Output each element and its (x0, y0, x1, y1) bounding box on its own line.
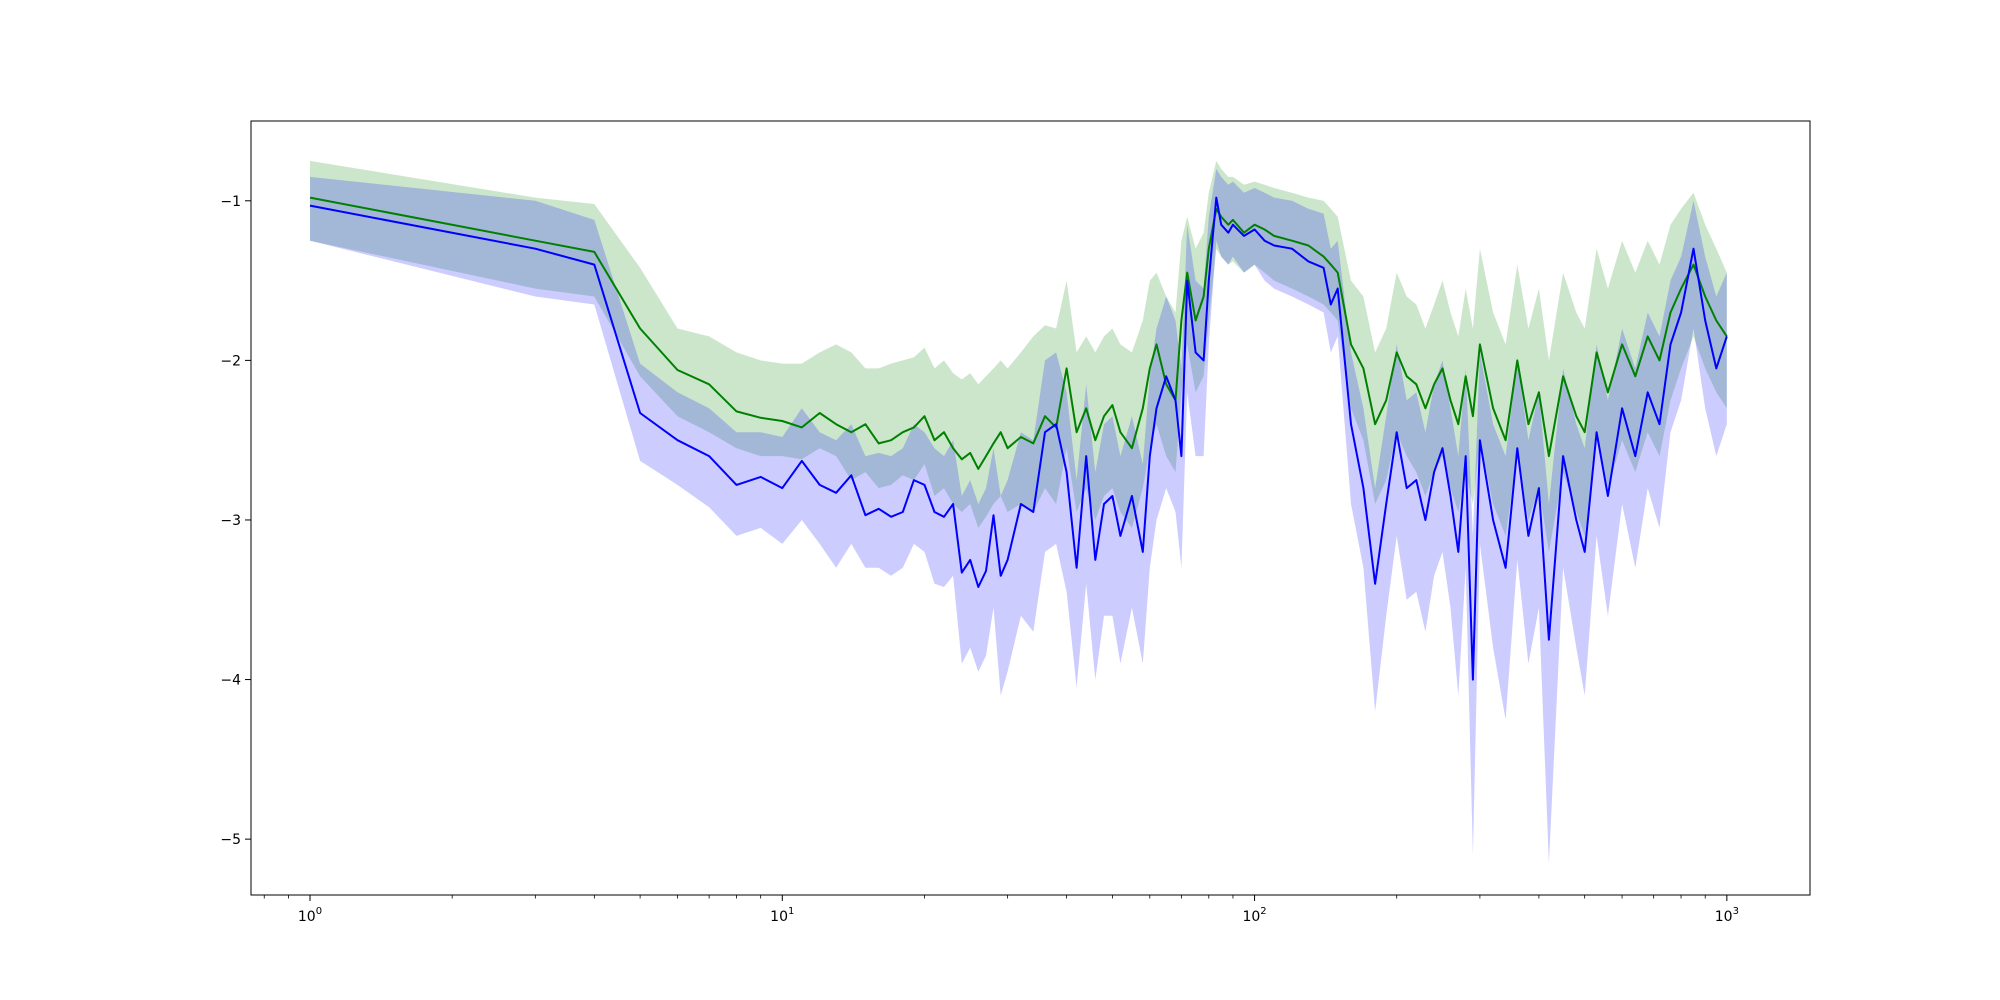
y-tick-label: −5 (220, 832, 241, 848)
y-axis: −1 −2 −3 −4 −5 (220, 194, 251, 848)
x-tick-label: 103 (1715, 906, 1739, 925)
x-tick-label: 102 (1242, 906, 1266, 925)
plot-frame (250, 120, 1811, 896)
series-line-0 (309, 196, 1728, 470)
confidence-band-0 (310, 160, 1727, 552)
x-tick-label: 101 (770, 906, 794, 925)
series-line-1 (309, 196, 1728, 681)
x-axis: 100 101 102 103 (263, 895, 1739, 925)
series-lines (309, 196, 1728, 681)
x-tick-label-base: 10 (1715, 909, 1733, 925)
y-tick-label: −1 (220, 194, 241, 210)
x-tick-label-base: 10 (298, 909, 316, 925)
y-tick-label: −4 (220, 673, 241, 689)
y-tick-label: −3 (220, 513, 241, 529)
y-tick-label: −2 (220, 353, 241, 369)
x-tick-label-exponent: 3 (1733, 906, 1739, 917)
x-tick-label-exponent: 2 (1260, 906, 1266, 917)
x-tick-label-exponent: 0 (316, 906, 322, 917)
x-tick-label: 100 (298, 906, 322, 925)
x-tick-label-exponent: 1 (788, 906, 794, 917)
x-tick-label-base: 10 (770, 909, 788, 925)
x-tick-label-base: 10 (1242, 909, 1260, 925)
